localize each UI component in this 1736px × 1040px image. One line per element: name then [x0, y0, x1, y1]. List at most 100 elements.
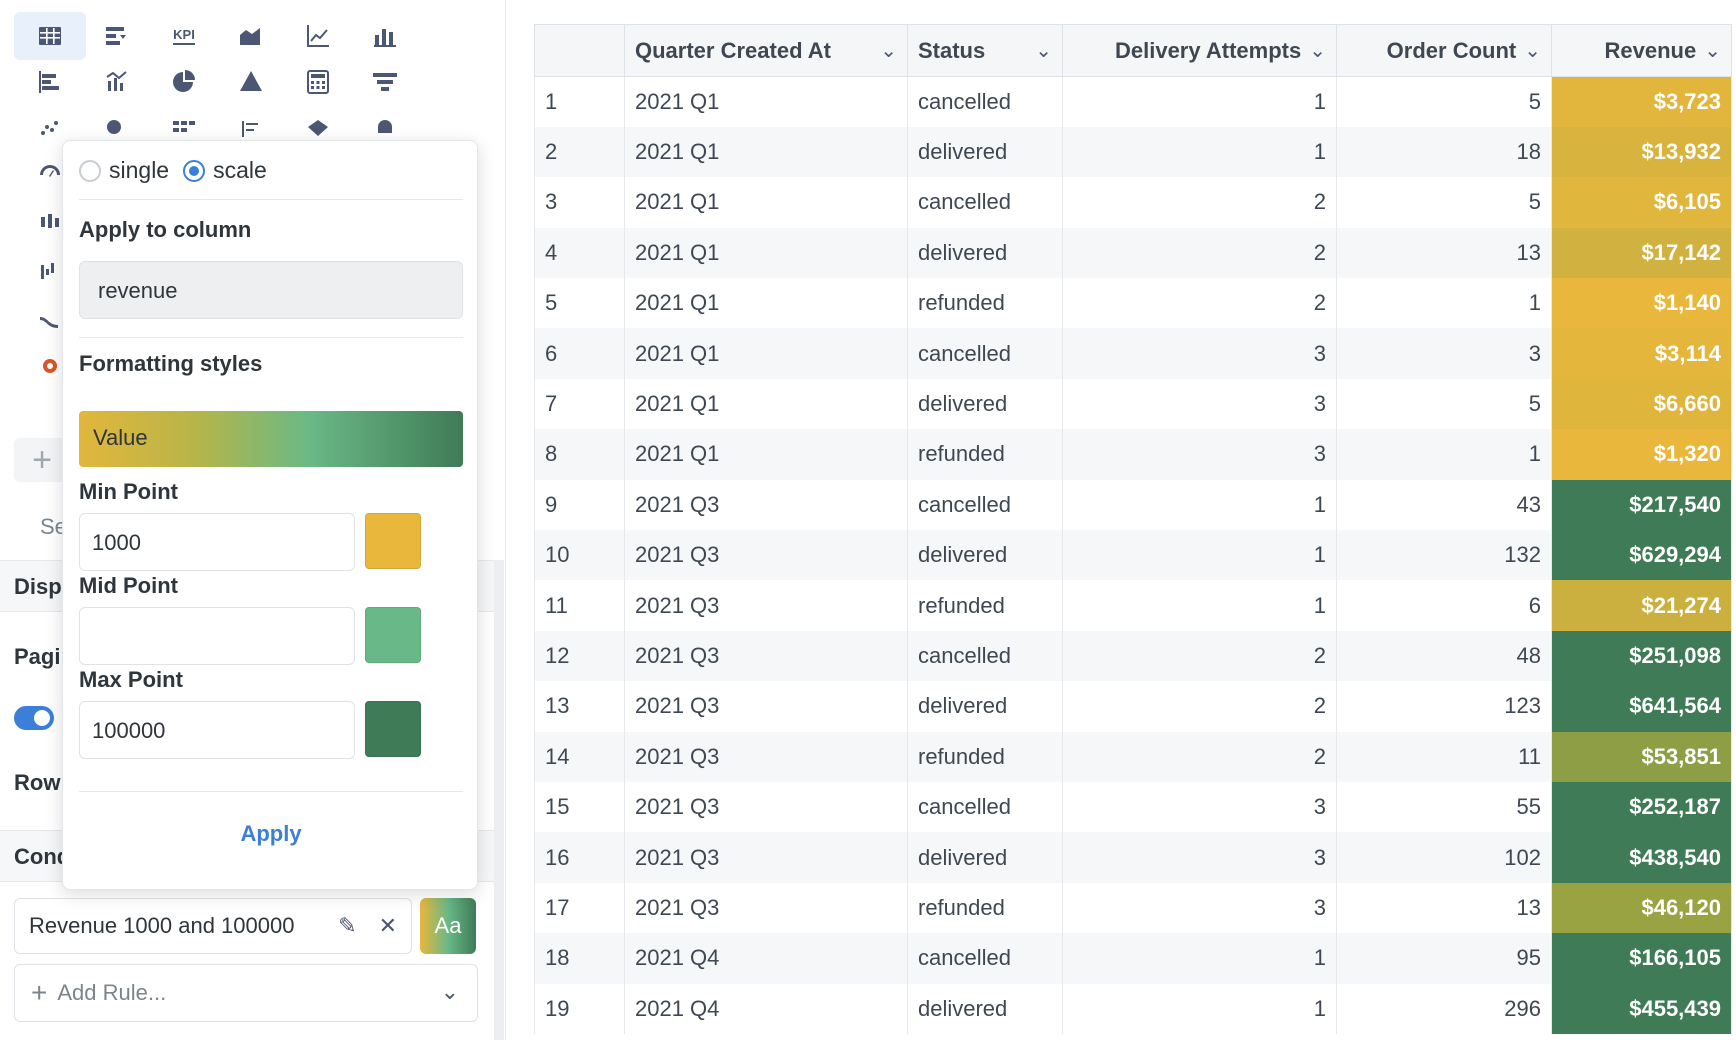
order-count-cell[interactable]: 5	[1336, 177, 1552, 228]
revenue-cell[interactable]: $3,723	[1551, 76, 1732, 127]
order-count-cell[interactable]: 43	[1336, 479, 1552, 531]
order-count-cell[interactable]: 13	[1336, 882, 1552, 934]
status-cell[interactable]: cancelled	[907, 479, 1063, 531]
delivery-attempts-cell[interactable]: 2	[1062, 731, 1337, 782]
order-count-cell[interactable]: 6	[1336, 580, 1552, 631]
row-number-cell[interactable]: 6	[534, 328, 625, 379]
viz-option-gauge[interactable]	[14, 150, 86, 198]
delivery-attempts-cell[interactable]: 1	[1062, 580, 1337, 631]
column-header-delivery-attempts[interactable]: Delivery Attempts ⌄	[1062, 24, 1337, 77]
order-count-cell[interactable]: 3	[1336, 328, 1552, 379]
revenue-cell[interactable]: $455,439	[1551, 983, 1732, 1034]
row-number-cell[interactable]: 3	[534, 177, 625, 228]
revenue-cell[interactable]: $6,660	[1551, 378, 1732, 430]
row-number-cell[interactable]: 17	[534, 882, 625, 934]
status-cell[interactable]: cancelled	[907, 630, 1063, 682]
status-cell[interactable]: delivered	[907, 530, 1063, 581]
revenue-cell[interactable]: $438,540	[1551, 832, 1732, 883]
row-number-cell[interactable]: 1	[534, 76, 625, 127]
revenue-cell[interactable]: $53,851	[1551, 731, 1732, 782]
viz-option-area-chart[interactable]	[215, 12, 287, 60]
viz-option-pie-chart[interactable]	[148, 58, 220, 106]
viz-option-list-chart[interactable]	[215, 104, 287, 152]
viz-option-row-chart[interactable]	[14, 58, 86, 106]
row-number-cell[interactable]: 2	[534, 126, 625, 178]
quarter-cell[interactable]: 2021 Q3	[624, 580, 908, 631]
revenue-cell[interactable]: $6,105	[1551, 177, 1732, 228]
column-select[interactable]: revenue	[79, 261, 463, 319]
column-header-status[interactable]: Status ⌄	[907, 24, 1063, 77]
status-cell[interactable]: refunded	[907, 731, 1063, 782]
mode-scale-radio[interactable]: scale	[183, 157, 267, 184]
viz-option-scatter-chart[interactable]	[14, 104, 86, 152]
column-header-revenue[interactable]: Revenue ⌄	[1551, 24, 1732, 77]
viz-option-bubble-chart[interactable]	[81, 104, 153, 152]
quarter-cell[interactable]: 2021 Q4	[624, 933, 908, 984]
revenue-cell[interactable]: $13,932	[1551, 126, 1732, 178]
status-cell[interactable]: cancelled	[907, 781, 1063, 833]
row-number-cell[interactable]: 7	[534, 378, 625, 430]
order-count-cell[interactable]: 1	[1336, 429, 1552, 480]
quarter-cell[interactable]: 2021 Q1	[624, 76, 908, 127]
quarter-cell[interactable]: 2021 Q1	[624, 126, 908, 178]
chevron-down-icon[interactable]: ⌄	[1309, 40, 1326, 62]
revenue-cell[interactable]: $251,098	[1551, 630, 1732, 682]
viz-option-sankey[interactable]	[14, 294, 86, 342]
delivery-attempts-cell[interactable]: 1	[1062, 479, 1337, 531]
viz-option-pivot-table[interactable]	[81, 12, 153, 60]
viz-option-pyramid-chart[interactable]	[215, 58, 287, 106]
column-header-order-count[interactable]: Order Count ⌄	[1336, 24, 1552, 77]
status-cell[interactable]: delivered	[907, 681, 1063, 732]
order-count-cell[interactable]: 95	[1336, 933, 1552, 984]
viz-option-map-region[interactable]	[282, 104, 354, 152]
delivery-attempts-cell[interactable]: 1	[1062, 933, 1337, 984]
order-count-cell[interactable]: 11	[1336, 731, 1552, 782]
row-number-cell[interactable]: 5	[534, 278, 625, 329]
quarter-cell[interactable]: 2021 Q4	[624, 983, 908, 1034]
revenue-cell[interactable]: $217,540	[1551, 479, 1732, 531]
revenue-cell[interactable]: $1,320	[1551, 429, 1732, 480]
status-cell[interactable]: delivered	[907, 832, 1063, 883]
status-cell[interactable]: refunded	[907, 429, 1063, 480]
revenue-cell[interactable]: $629,294	[1551, 530, 1732, 581]
status-cell[interactable]: delivered	[907, 126, 1063, 178]
order-count-cell[interactable]: 132	[1336, 530, 1552, 581]
row-number-cell[interactable]: 15	[534, 781, 625, 833]
delivery-attempts-cell[interactable]: 2	[1062, 681, 1337, 732]
revenue-cell[interactable]: $46,120	[1551, 882, 1732, 934]
delivery-attempts-cell[interactable]: 3	[1062, 378, 1337, 430]
max-color-swatch[interactable]	[365, 701, 421, 757]
row-number-cell[interactable]: 9	[534, 479, 625, 531]
color-scale-style-select[interactable]: Value	[79, 411, 463, 467]
row-number-cell[interactable]: 8	[534, 429, 625, 480]
min-color-swatch[interactable]	[365, 513, 421, 569]
viz-option-table[interactable]	[14, 12, 86, 60]
status-cell[interactable]: delivered	[907, 227, 1063, 279]
quarter-cell[interactable]: 2021 Q3	[624, 882, 908, 934]
quarter-cell[interactable]: 2021 Q3	[624, 681, 908, 732]
chevron-down-icon[interactable]: ⌄	[1704, 40, 1721, 62]
row-number-cell[interactable]: 12	[534, 630, 625, 682]
quarter-cell[interactable]: 2021 Q1	[624, 227, 908, 279]
order-count-cell[interactable]: 5	[1336, 76, 1552, 127]
delivery-attempts-cell[interactable]: 1	[1062, 126, 1337, 178]
order-count-cell[interactable]: 1	[1336, 278, 1552, 329]
delivery-attempts-cell[interactable]: 3	[1062, 832, 1337, 883]
viz-option-funnel[interactable]	[349, 58, 421, 106]
pagination-toggle[interactable]	[14, 706, 54, 730]
status-cell[interactable]: refunded	[907, 882, 1063, 934]
quarter-cell[interactable]: 2021 Q3	[624, 530, 908, 581]
edit-pencil-icon[interactable]: ✎	[338, 913, 357, 938]
viz-option-map-pin[interactable]	[349, 104, 421, 152]
delivery-attempts-cell[interactable]: 2	[1062, 630, 1337, 682]
delivery-attempts-cell[interactable]: 1	[1062, 76, 1337, 127]
revenue-cell[interactable]: $641,564	[1551, 681, 1732, 732]
order-count-cell[interactable]: 18	[1336, 126, 1552, 178]
status-cell[interactable]: delivered	[907, 983, 1063, 1034]
quarter-cell[interactable]: 2021 Q3	[624, 781, 908, 833]
viz-option-kpi[interactable]: KPI	[148, 12, 220, 60]
chevron-down-icon[interactable]: ⌄	[880, 40, 897, 62]
quarter-cell[interactable]: 2021 Q3	[624, 630, 908, 682]
quarter-cell[interactable]: 2021 Q3	[624, 832, 908, 883]
apply-button[interactable]: Apply	[240, 821, 302, 846]
